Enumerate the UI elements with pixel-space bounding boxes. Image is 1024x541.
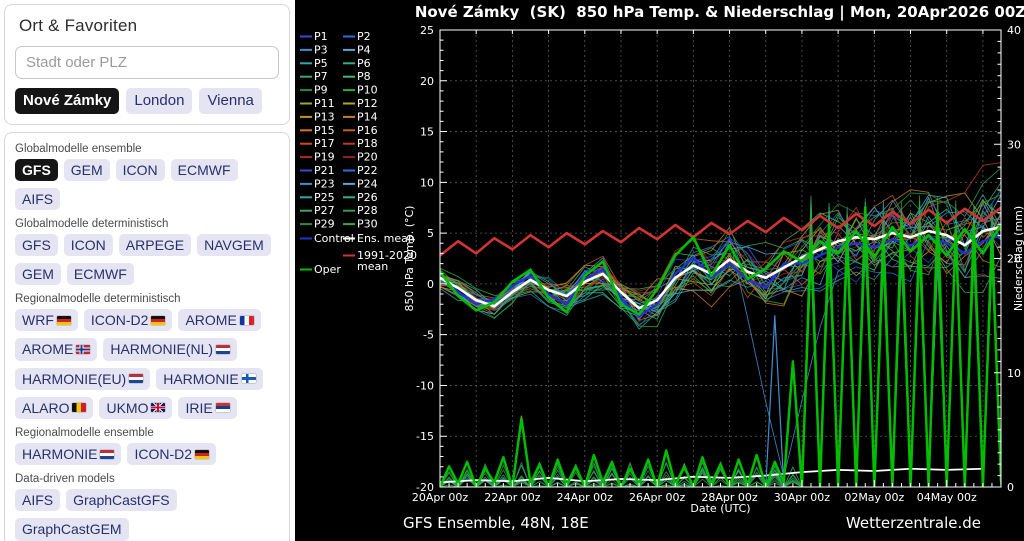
- be-flag-icon: [72, 403, 87, 413]
- model-chip[interactable]: ICON-D2: [127, 443, 217, 466]
- model-chip[interactable]: GEM: [63, 158, 110, 181]
- model-chip[interactable]: HARMONIE: [15, 443, 122, 466]
- model-chip[interactable]: HARMONIE: [156, 367, 263, 390]
- model-chip-label: NAVGEM: [204, 236, 264, 253]
- model-chip[interactable]: ECMWF: [66, 263, 134, 286]
- model-chip[interactable]: ALARO: [15, 396, 94, 419]
- model-chip-label: HARMONIE: [22, 446, 98, 462]
- nl-flag-icon: [100, 449, 115, 459]
- model-chip-label: AIFS: [22, 492, 54, 509]
- model-chip-label: GFS: [22, 236, 51, 253]
- model-chip-label: HARMONIE: [163, 370, 239, 387]
- model-chip[interactable]: NAVGEM: [197, 233, 271, 257]
- model-chip[interactable]: ICON: [115, 158, 165, 181]
- model-chip-label: HARMONIE(EU): [22, 370, 127, 387]
- fi-flag-icon: [241, 374, 256, 384]
- no-flag-icon: [76, 345, 91, 355]
- model-chip[interactable]: WRF: [15, 309, 78, 332]
- model-chip-label: GFS: [22, 161, 51, 178]
- de-flag-icon: [56, 315, 71, 325]
- model-section-label: Regionalmodelle deterministisch: [15, 293, 181, 306]
- gb-flag-icon: [151, 403, 166, 413]
- rs-flag-icon: [215, 403, 230, 413]
- model-chip-label: IRIE: [185, 399, 213, 416]
- favorite-location-chip[interactable]: Nové Zámky: [15, 88, 120, 114]
- model-section-label: Data-driven models: [15, 473, 115, 486]
- model-chip-label: ECMWF: [177, 161, 231, 178]
- model-chip[interactable]: GEM: [15, 263, 61, 286]
- model-chip[interactable]: IRIE: [178, 396, 237, 419]
- favorite-location-chip-label: Nové Zámky: [23, 92, 112, 109]
- model-chips: WRF ICON-D2 AROME AROME HARMONIE(NL) HARMONIE…: [15, 309, 279, 419]
- model-chips: GFS ICON ARPEGE NAVGEM GEM ECMWF: [15, 233, 279, 286]
- model-chip[interactable]: GFS: [15, 158, 58, 181]
- models-card: Globalmodelle ensemble GFS GEM ICON ECMWF AIF…: [4, 131, 290, 541]
- model-chip-label: ICON-D2: [134, 446, 193, 462]
- model-chip-label: WRF: [22, 312, 54, 329]
- model-chip[interactable]: AIFS: [15, 489, 61, 512]
- nl-flag-icon: [216, 345, 231, 355]
- model-chip-label: ICON: [122, 161, 158, 178]
- model-chip-label: ARPEGE: [125, 236, 185, 253]
- model-section-label: Globalmodelle deterministisch: [15, 217, 169, 230]
- model-chip[interactable]: GraphCastGFS: [66, 489, 177, 512]
- model-chip[interactable]: HARMONIE(EU): [15, 367, 151, 390]
- model-chip-label: UKMO: [106, 399, 149, 416]
- model-chip-label: AROME: [185, 312, 237, 329]
- chart-pane: [295, 0, 1024, 541]
- model-chips: HARMONIE ICON-D2: [15, 443, 279, 466]
- model-chip[interactable]: GraphCastGEM: [15, 518, 129, 541]
- model-chip[interactable]: ICON: [63, 233, 113, 257]
- de-flag-icon: [195, 449, 210, 459]
- ensemble-plot-canvas: [295, 0, 1024, 541]
- model-chip-label: GEM: [22, 266, 54, 283]
- favorite-location-chip-label: London: [134, 92, 185, 109]
- model-chip-label: ICON-D2: [90, 312, 149, 329]
- favorite-location-chip[interactable]: Vienna: [199, 88, 262, 114]
- model-chip-label: GraphCastGFS: [73, 492, 170, 509]
- favorites-card-title: Ort & Favoriten: [19, 16, 138, 35]
- model-chip-label: AIFS: [22, 190, 54, 207]
- model-chip-label: HARMONIE(NL): [110, 341, 214, 358]
- model-chip[interactable]: AROME: [15, 338, 98, 361]
- model-chip[interactable]: GFS: [15, 233, 58, 257]
- model-chips: AIFS GraphCastGFS GraphCastGEM: [15, 489, 279, 541]
- model-chip-label: GraphCastGEM: [22, 521, 122, 538]
- favorite-location-chip-label: Vienna: [207, 92, 254, 109]
- model-chip-label: ICON: [70, 236, 106, 253]
- model-chip[interactable]: ICON-D2: [83, 309, 173, 332]
- model-chip[interactable]: ECMWF: [170, 158, 238, 181]
- favorites-card-body: Nové Zámky London Vienna: [5, 44, 289, 124]
- model-chip-label: ALARO: [22, 399, 70, 416]
- favorite-locations: Nové Zámky London Vienna: [15, 88, 279, 114]
- favorite-location-chip[interactable]: London: [126, 88, 193, 114]
- model-section-label: Globalmodelle ensemble: [15, 142, 142, 155]
- favorites-card: Ort & Favoriten Nové Zámky London Vienna: [4, 4, 290, 125]
- model-chip-label: ECMWF: [73, 266, 127, 283]
- model-chip[interactable]: AIFS: [15, 187, 61, 210]
- model-chip[interactable]: ARPEGE: [118, 233, 192, 257]
- model-chip-label: AROME: [22, 341, 74, 358]
- model-chip[interactable]: UKMO: [99, 396, 173, 419]
- fr-flag-icon: [239, 315, 254, 325]
- nl-flag-icon: [129, 374, 144, 384]
- model-chip[interactable]: HARMONIE(NL): [103, 338, 238, 361]
- search-input[interactable]: [15, 46, 279, 79]
- sidebar: Ort & Favoriten Nové Zámky London Vienna G…: [0, 0, 295, 541]
- model-chip-label: GEM: [70, 161, 103, 178]
- de-flag-icon: [151, 315, 166, 325]
- model-chips: GFS GEM ICON ECMWF AIFS: [15, 158, 279, 210]
- model-chip[interactable]: AROME: [178, 309, 261, 332]
- model-section-label: Regionalmodelle ensemble: [15, 427, 154, 439]
